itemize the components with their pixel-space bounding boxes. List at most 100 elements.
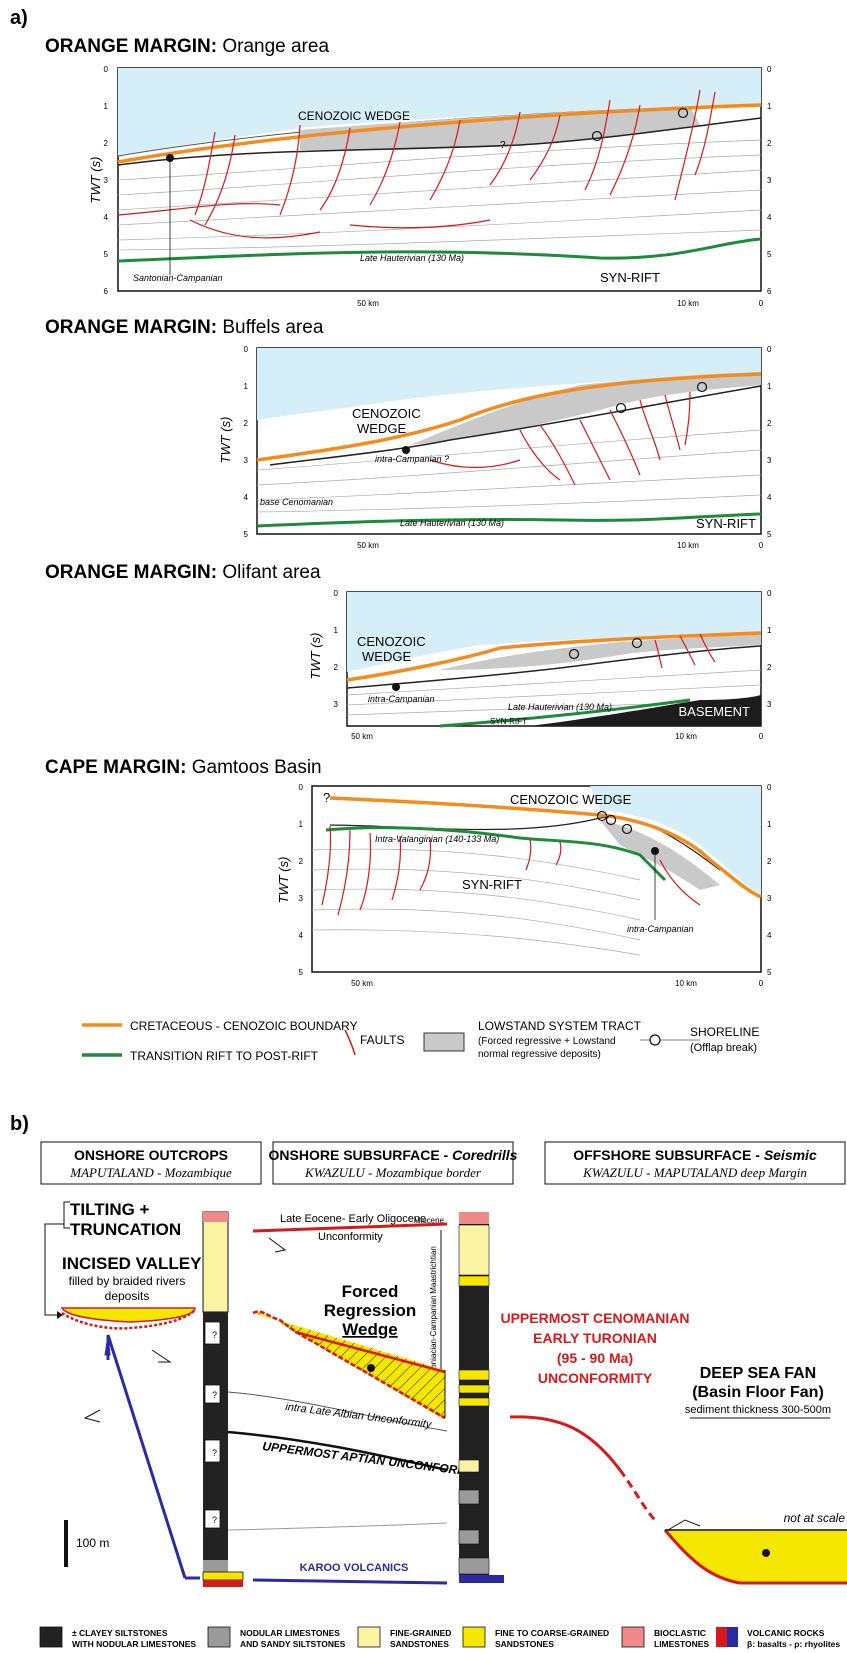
legend-shoreline-icon	[649, 1034, 661, 1046]
sea-level-arrow	[667, 1519, 701, 1531]
faults	[654, 633, 716, 669]
depth-tick: 0	[244, 345, 249, 354]
panel-b-label: b)	[10, 1113, 29, 1135]
depth-tick: 3	[767, 456, 772, 465]
faults	[321, 825, 701, 916]
legend-text: ± CLAYEY SILTSTONES	[72, 1628, 168, 1638]
coredrill-log-column	[458, 1212, 504, 1583]
wedge-label: CENOZOIC WEDGE	[510, 792, 632, 807]
synrift-label: SYN-RIFT	[462, 877, 522, 892]
cenomanian-unconformity-dashed	[618, 1469, 657, 1522]
header-title: ONSHORE SUBSURFACE - Coredrills	[269, 1147, 518, 1163]
log-interval	[458, 1459, 480, 1473]
legend-fault-icon	[344, 1029, 356, 1056]
panel-b-legend: ± CLAYEY SILTSTONES WITH NODULAR LIMESTO…	[39, 1626, 840, 1649]
depth-tick: 0	[299, 783, 304, 792]
depth-tick: 5	[299, 968, 304, 977]
shoreline-marker	[596, 810, 608, 822]
header-box-onshore-subsurface	[272, 1141, 514, 1185]
valanginian-label: Intra-Valanginian (140-133 Ma)	[375, 834, 499, 844]
dsf-label: DEEP SEA FAN	[700, 1365, 816, 1382]
log-interval	[458, 1275, 490, 1287]
panel-b-headers: ONSHORE OUTCROPS MAPUTALAND - Mozambique…	[40, 1141, 846, 1185]
incised-valley-desc: filled by braided rivers	[69, 1274, 186, 1288]
legend-text: SANDSTONES	[495, 1639, 554, 1649]
header-box-offshore-subsurface	[544, 1141, 846, 1185]
header-box-onshore-outcrops	[40, 1141, 262, 1185]
legend-cretaceous: CRETACEOUS - CENOZOIC BOUNDARY	[130, 1019, 358, 1033]
depth-tick: 2	[244, 419, 249, 428]
rift-transition	[439, 698, 691, 728]
shoreline-marker	[677, 107, 689, 119]
fan-base	[663, 1529, 847, 1585]
dsf-thickness: sediment thickness 300-500m	[685, 1404, 831, 1416]
intra-reflector	[117, 117, 762, 166]
lowstand-wedge	[600, 820, 720, 890]
synrift-label: SYN-RIFT	[600, 270, 660, 285]
log-interval	[458, 1224, 490, 1276]
shoreline-marker	[605, 814, 617, 826]
basement-label: BASEMENT	[678, 704, 750, 719]
reflectors	[311, 848, 641, 956]
legend-swatch	[621, 1626, 645, 1648]
legend-text: FINE-GRAINED	[390, 1628, 451, 1638]
tilting-label: TILTING +	[70, 1200, 150, 1219]
synrift-label: SYN-RIFT	[696, 516, 756, 531]
section-orange-area: ORANGE MARGIN: Orange area	[45, 36, 772, 308]
incised-valley-label: INCISED VALLEY	[62, 1254, 202, 1273]
shoreline-marker	[568, 648, 580, 660]
coniacian-label: Coniacian-Campanian	[429, 1295, 438, 1374]
header-title: OFFSHORE SUBSURFACE - Seismic	[573, 1147, 817, 1163]
legend-transition: TRANSITION RIFT TO POST-RIFT	[130, 1049, 319, 1063]
panel-a-legend: CRETACEOUS - CENOZOIC BOUNDARY TRANSITIO…	[82, 1019, 759, 1063]
legend-lst-swatch	[423, 1032, 465, 1052]
karoo-line	[252, 1578, 448, 1585]
depth-tick: 5	[104, 250, 109, 259]
log-interval	[458, 1384, 490, 1394]
log-interval	[458, 1397, 490, 1407]
cretaceous-cenozoic-boundary	[117, 103, 762, 164]
depth-tick: 4	[767, 931, 772, 940]
legend-swatch	[357, 1626, 381, 1648]
cenomanian-label: EARLY TURONIAN	[533, 1330, 657, 1346]
legend-lst: LOWSTAND SYSTEM TRACT	[478, 1019, 642, 1033]
intra-reflector	[346, 645, 762, 689]
sea-water	[257, 348, 761, 420]
wedge-base	[252, 1310, 446, 1420]
tilting-bracket	[63, 1201, 70, 1229]
depth-tick: 1	[334, 626, 339, 635]
well-marker	[402, 446, 410, 454]
hauterivian-label: Late Hauterivian (130 Ma)	[360, 253, 464, 263]
depth-tick: 4	[244, 493, 249, 502]
karoo-label: KAROO VOLCANICS	[300, 1562, 409, 1574]
distance-label: 50 km	[351, 979, 373, 988]
header-subtitle: KWAZULU - MAPUTALAND deep Margin	[582, 1165, 807, 1180]
depth-tick: 3	[767, 894, 772, 903]
section-title: ORANGE MARGIN: Olifant area	[45, 562, 321, 583]
header-subtitle: KWAZULU - Mozambique border	[304, 1165, 482, 1180]
not-at-scale: not at scale	[784, 1511, 846, 1525]
depth-tick: 3	[244, 456, 249, 465]
legend-swatch	[727, 1627, 738, 1647]
depth-tick: 4	[299, 931, 304, 940]
wedge-top	[294, 1330, 446, 1374]
log-gap	[204, 1384, 221, 1404]
question-mark: ?	[323, 790, 330, 805]
cenomanian-unconformity	[509, 1415, 622, 1471]
intra-campanian-label: intra-Campanian	[627, 924, 694, 934]
frw-label: Regression	[324, 1301, 417, 1320]
tilting-label: TRUNCATION	[70, 1220, 181, 1239]
sea-water	[347, 592, 761, 672]
legend-text: LIMESTONES	[654, 1639, 709, 1649]
depth-tick: 3	[767, 176, 772, 185]
well-marker	[392, 683, 400, 691]
scale-label: 100 m	[76, 1536, 109, 1550]
onshore-outcrops-column: TILTING + TRUNCATION INCISED VALLEY fill…	[44, 1200, 202, 1580]
log-interval	[459, 1575, 504, 1583]
legend-swatch	[716, 1627, 727, 1647]
arrow-head	[57, 1311, 63, 1319]
wedge-label: WEDGE	[362, 649, 411, 664]
section-buffels-area: ORANGE MARGIN: Buffels area CENOZOIC WED…	[45, 317, 772, 550]
distance-label: 50 km	[357, 541, 379, 550]
